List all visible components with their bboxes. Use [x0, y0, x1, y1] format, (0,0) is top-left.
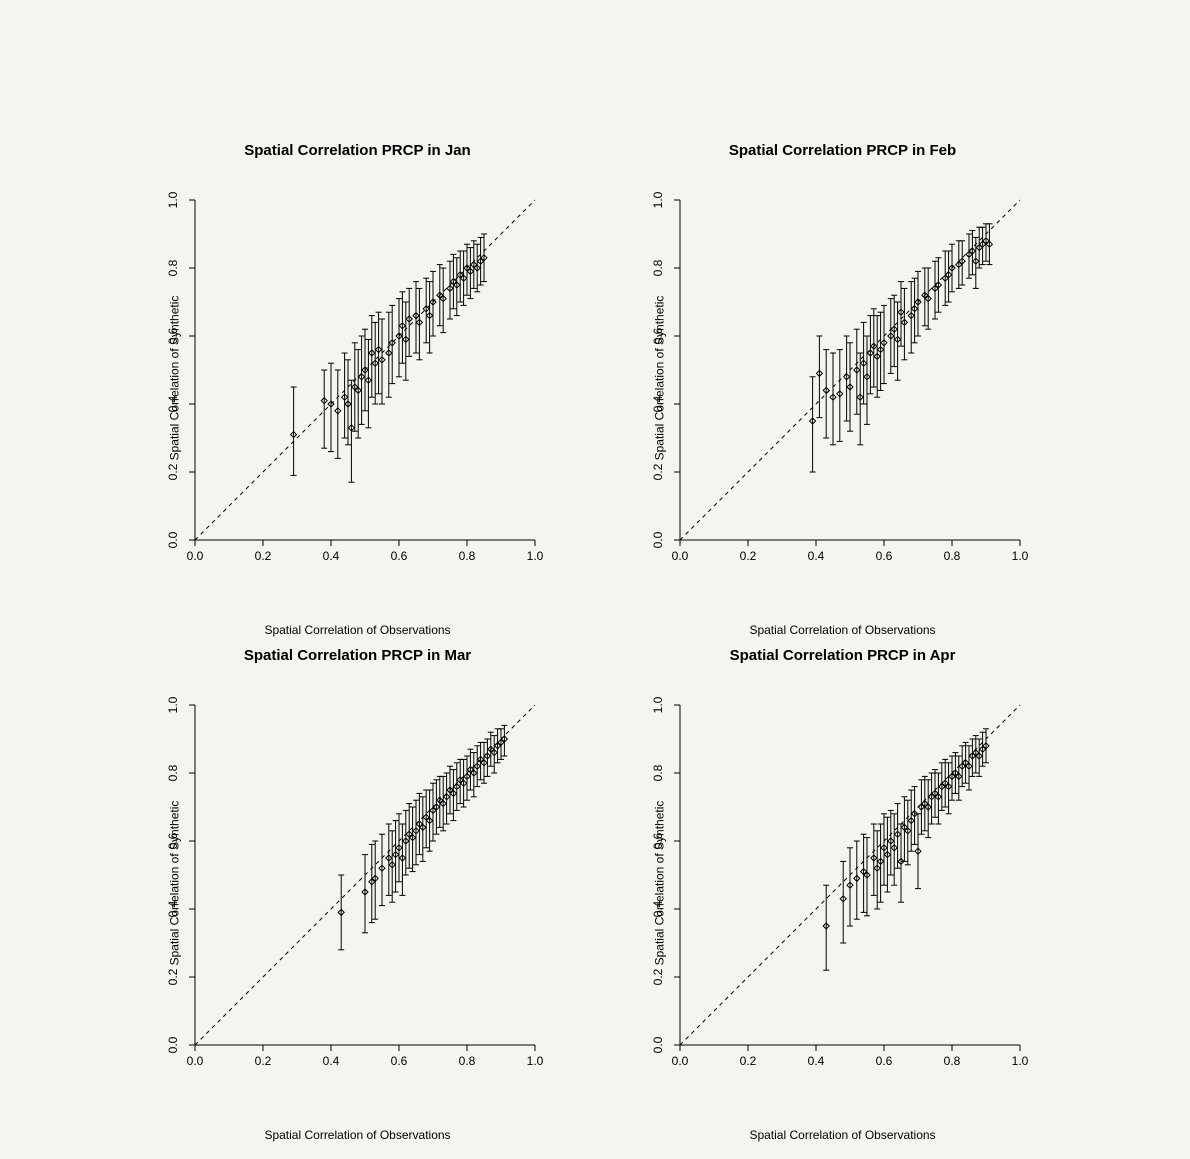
svg-text:0.0: 0.0 — [651, 531, 665, 548]
svg-text:0.8: 0.8 — [166, 764, 180, 781]
figure-page: Spatial Correlation PRCP in Jan Spatial C… — [0, 0, 1190, 1159]
svg-text:0.0: 0.0 — [187, 1054, 204, 1068]
svg-text:0.4: 0.4 — [323, 549, 340, 563]
plot-svg: 0.00.00.20.20.40.40.60.60.80.81.01.0 — [150, 170, 565, 585]
plot-svg: 0.00.00.20.20.40.40.60.60.80.81.01.0 — [150, 675, 565, 1090]
y-axis-label: Spatial Correlation of Synthetic — [167, 800, 181, 965]
svg-text:0.6: 0.6 — [876, 549, 893, 563]
svg-text:1.0: 1.0 — [1012, 549, 1029, 563]
svg-text:0.0: 0.0 — [187, 549, 204, 563]
x-axis-label: Spatial Correlation of Observations — [150, 1128, 565, 1142]
svg-text:0.6: 0.6 — [391, 549, 408, 563]
svg-text:1.0: 1.0 — [527, 549, 544, 563]
svg-text:0.8: 0.8 — [459, 549, 476, 563]
svg-text:0.0: 0.0 — [166, 1036, 180, 1053]
svg-text:0.0: 0.0 — [672, 549, 689, 563]
x-axis-label: Spatial Correlation of Observations — [635, 1128, 1050, 1142]
svg-text:0.4: 0.4 — [808, 549, 825, 563]
chart-panel-jan: Spatial Correlation PRCP in JanSpatial C… — [150, 170, 565, 585]
svg-text:0.0: 0.0 — [166, 531, 180, 548]
svg-text:1.0: 1.0 — [651, 696, 665, 713]
svg-text:0.2: 0.2 — [740, 1054, 757, 1068]
svg-text:0.8: 0.8 — [651, 764, 665, 781]
svg-text:0.6: 0.6 — [391, 1054, 408, 1068]
plot-svg: 0.00.00.20.20.40.40.60.60.80.81.01.0 — [635, 170, 1050, 585]
svg-text:0.8: 0.8 — [459, 1054, 476, 1068]
svg-text:0.6: 0.6 — [876, 1054, 893, 1068]
svg-text:0.2: 0.2 — [651, 463, 665, 480]
svg-text:0.0: 0.0 — [672, 1054, 689, 1068]
panel-title: Spatial Correlation PRCP in Jan — [150, 142, 565, 159]
chart-panel-feb: Spatial Correlation PRCP in FebSpatial C… — [635, 170, 1050, 585]
svg-text:0.8: 0.8 — [166, 259, 180, 276]
panel-title: Spatial Correlation PRCP in Apr — [635, 647, 1050, 664]
svg-text:1.0: 1.0 — [166, 191, 180, 208]
panel-grid: Spatial Correlation PRCP in JanSpatial C… — [150, 170, 1050, 1090]
svg-text:0.8: 0.8 — [944, 549, 961, 563]
svg-text:1.0: 1.0 — [651, 191, 665, 208]
svg-text:0.2: 0.2 — [255, 549, 272, 563]
svg-text:0.8: 0.8 — [651, 259, 665, 276]
svg-text:0.2: 0.2 — [651, 968, 665, 985]
svg-text:0.8: 0.8 — [944, 1054, 961, 1068]
panel-title: Spatial Correlation PRCP in Feb — [635, 142, 1050, 159]
svg-text:1.0: 1.0 — [527, 1054, 544, 1068]
x-axis-label: Spatial Correlation of Observations — [635, 623, 1050, 637]
svg-text:0.2: 0.2 — [166, 463, 180, 480]
svg-text:1.0: 1.0 — [1012, 1054, 1029, 1068]
chart-panel-apr: Spatial Correlation PRCP in AprSpatial C… — [635, 675, 1050, 1090]
y-axis-label: Spatial Correlation of Synthetic — [652, 295, 666, 460]
svg-text:1.0: 1.0 — [166, 696, 180, 713]
y-axis-label: Spatial Correlation of Synthetic — [167, 295, 181, 460]
svg-text:0.4: 0.4 — [808, 1054, 825, 1068]
svg-text:0.2: 0.2 — [740, 549, 757, 563]
svg-text:0.4: 0.4 — [323, 1054, 340, 1068]
svg-text:0.0: 0.0 — [651, 1036, 665, 1053]
svg-text:0.2: 0.2 — [255, 1054, 272, 1068]
chart-panel-mar: Spatial Correlation PRCP in MarSpatial C… — [150, 675, 565, 1090]
svg-text:0.2: 0.2 — [166, 968, 180, 985]
y-axis-label: Spatial Correlation of Synthetic — [652, 800, 666, 965]
panel-title: Spatial Correlation PRCP in Mar — [150, 647, 565, 664]
x-axis-label: Spatial Correlation of Observations — [150, 623, 565, 637]
plot-svg: 0.00.00.20.20.40.40.60.60.80.81.01.0 — [635, 675, 1050, 1090]
